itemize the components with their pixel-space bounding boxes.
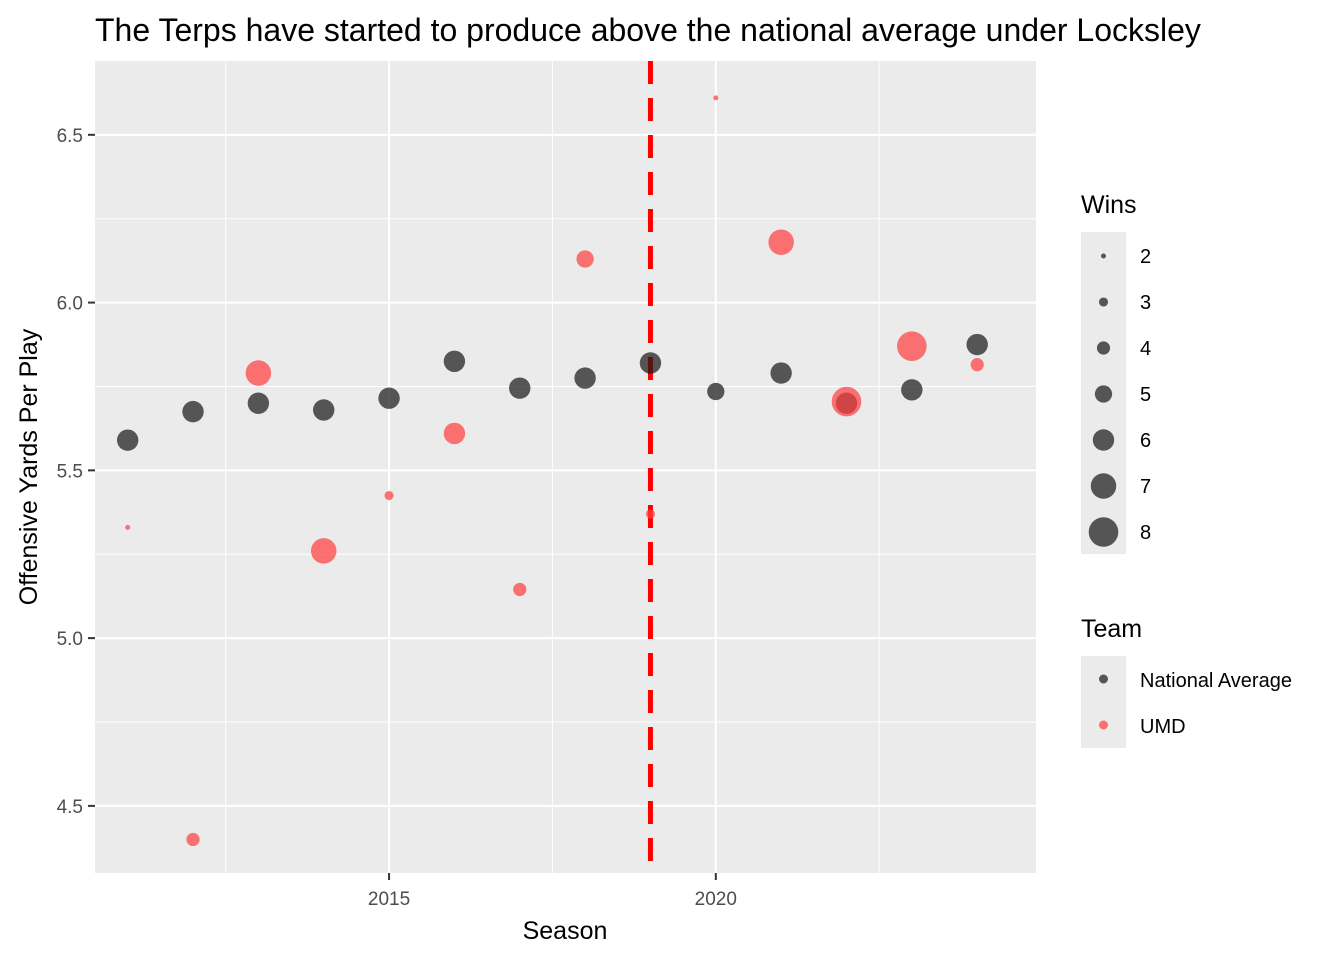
legend-team-key-background [1081,656,1126,748]
point-national-average [639,352,662,374]
legend-wins-label: 6 [1140,430,1151,452]
point-national-average [901,379,923,401]
point-umd [186,832,200,847]
legend-wins-label: 2 [1140,246,1151,268]
point-national-average [966,333,988,356]
point-national-average [770,362,792,384]
data-points [116,95,988,847]
point-umd [384,490,394,501]
y-tick-label: 5.5 [57,461,83,482]
y-tick-label: 6.5 [57,126,83,147]
point-umd [768,229,794,255]
point-national-average [509,377,531,399]
legend-team-key [1099,674,1108,684]
y-tick-label: 5.0 [57,629,83,650]
legend-wins-key [1094,385,1113,403]
point-umd [513,582,527,597]
point-umd [970,358,984,372]
y-tick-label: 6.0 [57,294,83,315]
legend-wins-key [1090,473,1117,499]
point-umd [713,95,719,101]
legend-wins-label: 5 [1140,384,1151,406]
legend-team-title: Team [1081,615,1142,643]
point-umd [245,360,272,386]
legend-team: Team National Average UMD [1081,615,1292,748]
point-national-average [707,382,725,401]
y-axis-title: Offensive Yards Per Play [15,328,43,605]
legend-wins-key [1098,297,1109,307]
legend-wins: Wins 2 3 4 5 6 7 8 [1081,191,1151,554]
point-umd [645,509,656,519]
y-tick-label: 4.5 [57,797,83,818]
legend-team-label: UMD [1140,716,1186,738]
point-national-average [574,367,596,389]
legend-wins-key [1092,429,1115,451]
x-tick-label: 2015 [368,889,410,910]
major-gridlines [95,61,1036,873]
x-tick-label: 2020 [695,889,737,910]
point-umd [443,422,466,445]
point-national-average [443,350,466,373]
point-umd [576,250,594,268]
point-national-average [182,400,204,423]
x-axis-title: Season [523,917,608,945]
point-umd [125,524,131,530]
x-axis-ticks: 2015 2020 [368,873,737,910]
legend-team-label: National Average [1140,670,1292,692]
legend-wins-label: 8 [1140,522,1151,544]
legend-wins-label: 7 [1140,476,1151,498]
point-national-average [247,392,270,414]
point-national-average [313,399,335,421]
legend-wins-label: 4 [1140,338,1151,360]
point-national-average [116,429,139,451]
point-umd [831,386,862,417]
point-umd [310,538,337,564]
chart-title: The Terps have started to produce above … [95,12,1201,48]
legend-wins-key [1101,253,1106,259]
plot-panel [95,61,1036,873]
point-umd [897,331,927,362]
legend-wins-key [1088,517,1119,547]
legend-wins-label: 3 [1140,292,1151,314]
minor-gridlines [95,61,1036,873]
legend-team-key [1099,720,1108,730]
legend-wins-title: Wins [1081,191,1137,219]
legend-wins-key [1096,341,1111,355]
point-national-average [378,387,400,409]
y-axis-ticks: 4.5 5.0 5.5 6.0 6.5 [57,126,95,818]
